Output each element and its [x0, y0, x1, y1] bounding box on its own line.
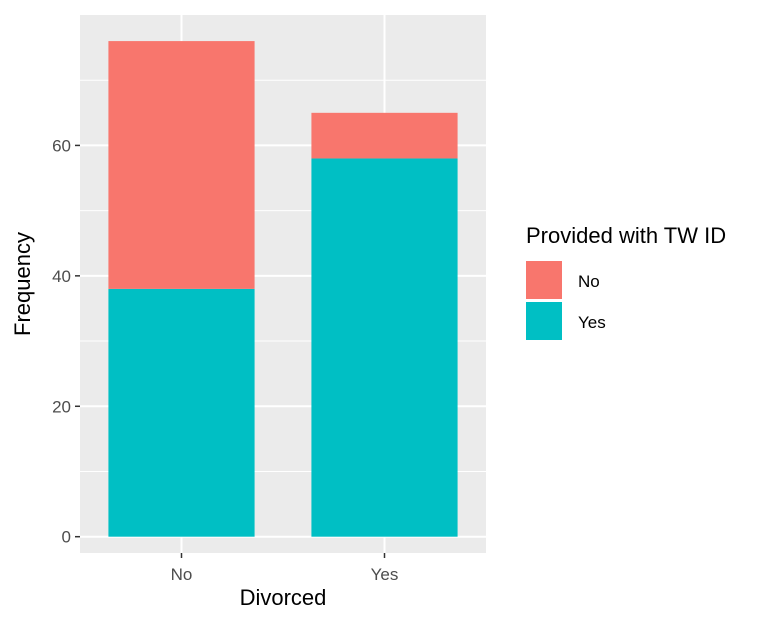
y-axis-title: Frequency	[10, 232, 35, 336]
x-axis: No Yes	[171, 553, 399, 584]
y-axis: 0 20 40 60	[52, 136, 80, 547]
y-tick-label: 20	[52, 397, 71, 416]
legend: Provided with TW ID No Yes	[526, 223, 726, 340]
bar-yes-yes	[311, 158, 458, 537]
legend-key-no	[526, 261, 562, 299]
bars	[108, 41, 458, 537]
x-axis-title: Divorced	[240, 585, 327, 610]
legend-label-no: No	[578, 272, 600, 291]
legend-items: No Yes	[526, 261, 606, 340]
legend-label-yes: Yes	[578, 313, 606, 332]
legend-title: Provided with TW ID	[526, 223, 726, 248]
y-tick-label: 60	[52, 136, 71, 155]
y-tick-label: 40	[52, 267, 71, 286]
bar-yes-no	[311, 112, 458, 159]
bar-no-no	[108, 41, 255, 289]
y-tick-label: 0	[62, 528, 71, 547]
bar-no-yes	[108, 288, 255, 537]
x-tick-label: Yes	[371, 565, 399, 584]
legend-key-yes	[526, 302, 562, 340]
x-tick-label: No	[171, 565, 193, 584]
